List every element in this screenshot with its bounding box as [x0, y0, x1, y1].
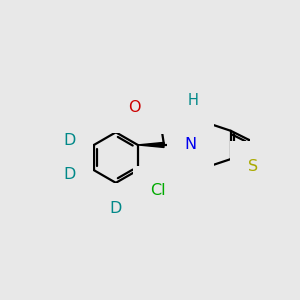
Text: D: D: [110, 201, 122, 216]
Text: H: H: [188, 94, 199, 109]
Polygon shape: [138, 142, 164, 148]
Text: O: O: [128, 100, 140, 115]
Text: Cl: Cl: [150, 183, 166, 198]
Text: D: D: [114, 100, 127, 115]
Text: N: N: [184, 137, 196, 152]
Text: S: S: [248, 159, 258, 174]
Text: D: D: [63, 133, 75, 148]
Text: O: O: [176, 101, 188, 116]
Text: D: D: [63, 167, 75, 182]
